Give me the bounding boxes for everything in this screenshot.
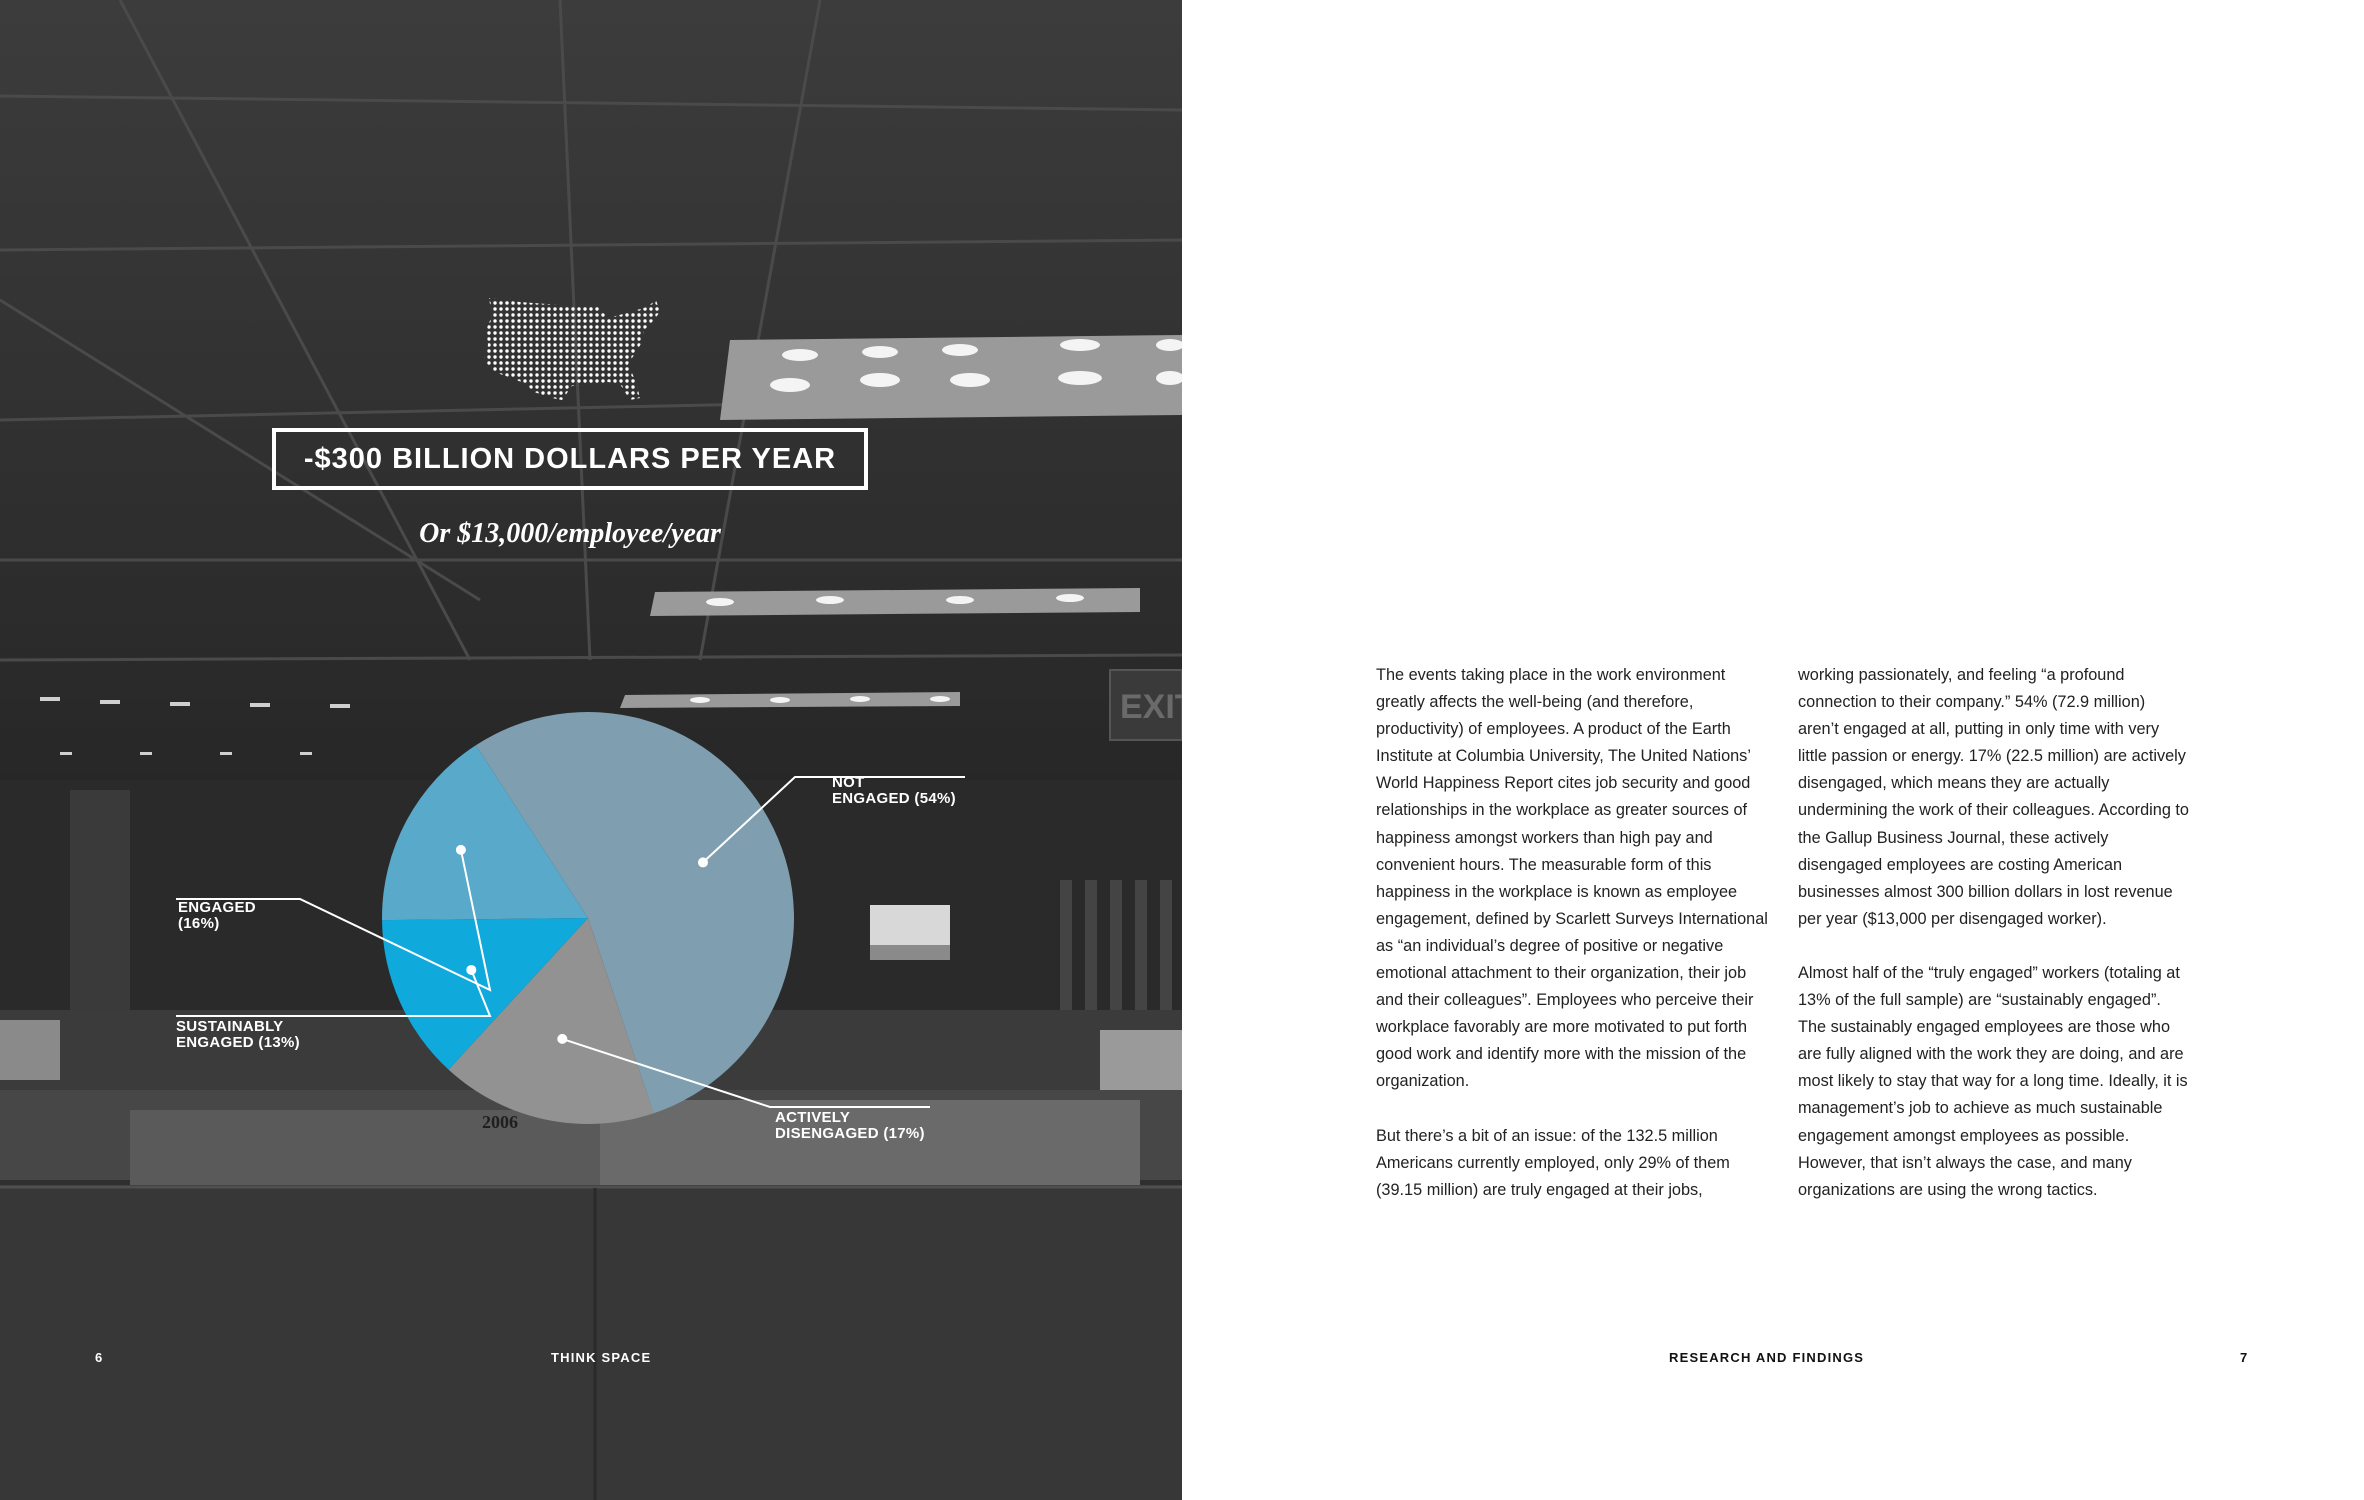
text-column-left: The events taking place in the work envi… [1376,662,1768,1231]
headline-box: -$300 BILLION DOLLARS PER YEAR [272,428,868,490]
pie-slice-not-engaged [475,711,795,1114]
leader-dot-not-engaged [697,857,708,868]
label-not-engaged: NOT ENGAGED (54%) [832,774,956,807]
pie-slice-sustainably-engaged [382,918,588,1070]
headline-text: -$300 BILLION DOLLARS PER YEAR [303,442,837,475]
leader-dot-actively-disengaged [557,1033,568,1044]
exit-sign-text: EXIT [1120,688,1182,726]
footer-section-right: RESEARCH AND FINDINGS [1669,1350,1865,1365]
pie-slice-engaged [382,745,588,921]
pie-slice-actively-disengaged [448,918,654,1124]
footer-section-left: THINK SPACE [551,1350,652,1365]
office-ceiling-photo: EXIT 2006 [0,0,1182,1500]
leader-line-engaged [176,849,492,992]
label-sustainably-engaged: SUSTAINABLY ENGAGED (13%) [176,1018,300,1051]
leader-line-actively-disengaged [561,1037,930,1108]
leader-line-not-engaged [702,776,965,864]
leader-dot-engaged [455,844,466,855]
leader-dot-sustainably-engaged [466,964,477,975]
right-page: The events taking place in the work envi… [1182,0,2364,1500]
body-paragraph: The events taking place in the work envi… [1376,666,1768,1091]
label-engaged: ENGAGED (16%) [178,899,256,932]
engagement-pie-chart [176,711,965,1124]
wall-date-text: 2006 [482,1112,518,1132]
left-page: EXIT 2006 -$300 BILLION DOLLARS PER YEAR… [0,0,1182,1500]
body-paragraph: Almost half of the “truly engaged” worke… [1798,963,2188,1199]
text-column-right: working passionately, and feeling “a pro… [1798,662,2190,1231]
label-actively-disengaged: ACTIVELY DISENGAGED (17%) [775,1109,925,1142]
footer-page-number-right: 7 [2240,1350,2249,1365]
body-paragraph: working passionately, and feeling “a pro… [1798,666,2189,928]
leader-line-sustainably-engaged [176,969,492,1017]
footer-page-number-left: 6 [95,1350,104,1365]
subtitle-text: Or $13,000/employee/year [419,518,721,549]
body-paragraph: But there’s a bit of an issue: of the 13… [1376,1126,1730,1199]
usa-map-icon [484,298,660,400]
